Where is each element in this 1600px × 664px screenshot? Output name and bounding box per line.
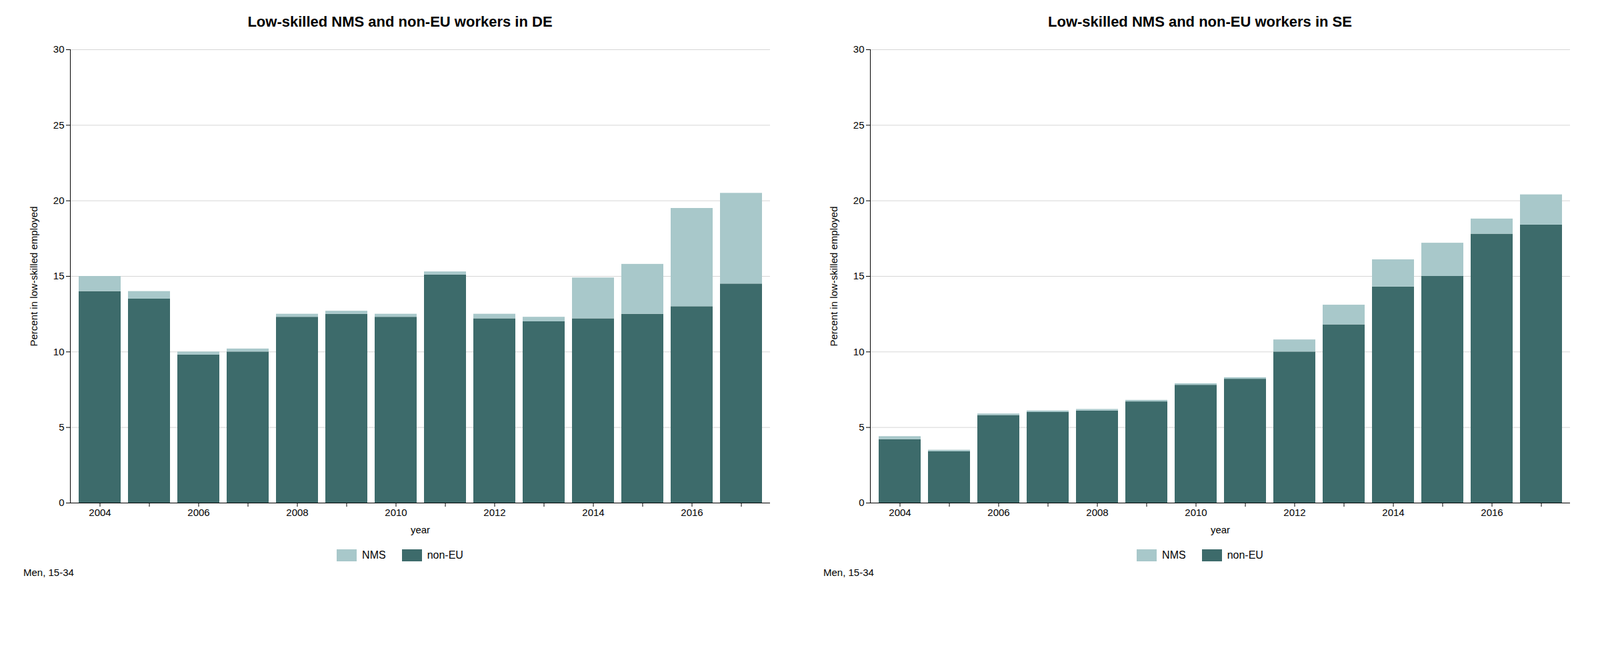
svg-text:30: 30 xyxy=(853,43,865,55)
svg-text:2006: 2006 xyxy=(987,506,1010,518)
svg-text:25: 25 xyxy=(853,119,865,131)
html-text:non-EU: non-EU xyxy=(1227,549,1264,561)
svg-text:2014: 2014 xyxy=(1382,506,1404,518)
svg-text:Percent in low-skilled employe: Percent in low-skilled employed xyxy=(28,206,40,346)
svg-text:15: 15 xyxy=(53,270,65,282)
svg-text:2010: 2010 xyxy=(1184,506,1207,518)
svg-text:2012: 2012 xyxy=(483,506,506,518)
svg-text:5: 5 xyxy=(858,421,864,433)
html-text:Low-skilled NMS and non-EU wor: Low-skilled NMS and non-EU workers in SE xyxy=(1048,13,1352,30)
svg-text:2008: 2008 xyxy=(1086,506,1108,518)
svg-text:2012: 2012 xyxy=(1283,506,1306,518)
html-text:Low-skilled NMS and non-EU wor: Low-skilled NMS and non-EU workers in DE xyxy=(247,13,553,30)
html-text:non-EU: non-EU xyxy=(427,549,464,561)
svg-text:10: 10 xyxy=(853,346,865,358)
svg-text:20: 20 xyxy=(853,194,865,206)
html-text:NMS: NMS xyxy=(1162,549,1186,561)
svg-text:2010: 2010 xyxy=(384,506,407,518)
svg-text:15: 15 xyxy=(853,270,865,282)
svg-text:0: 0 xyxy=(858,496,864,508)
html-text:Men, 15-34: Men, 15-34 xyxy=(823,566,874,578)
svg-text:2004: 2004 xyxy=(88,506,111,518)
svg-text:0: 0 xyxy=(58,496,64,508)
html-text:Men, 15-34: Men, 15-34 xyxy=(23,566,74,578)
svg-text:year: year xyxy=(410,524,430,536)
svg-text:5: 5 xyxy=(58,421,64,433)
svg-text:2006: 2006 xyxy=(187,506,210,518)
svg-text:Percent in low-skilled employe: Percent in low-skilled employed xyxy=(828,206,840,346)
svg-text:2016: 2016 xyxy=(1480,506,1503,518)
svg-text:25: 25 xyxy=(53,119,65,131)
svg-text:year: year xyxy=(1210,524,1230,536)
html-text:NMS: NMS xyxy=(362,549,386,561)
svg-text:2008: 2008 xyxy=(286,506,308,518)
svg-text:2014: 2014 xyxy=(582,506,604,518)
svg-text:10: 10 xyxy=(53,346,65,358)
svg-text:2016: 2016 xyxy=(680,506,703,518)
svg-text:2004: 2004 xyxy=(888,506,911,518)
svg-text:30: 30 xyxy=(53,43,65,55)
svg-text:20: 20 xyxy=(53,194,65,206)
